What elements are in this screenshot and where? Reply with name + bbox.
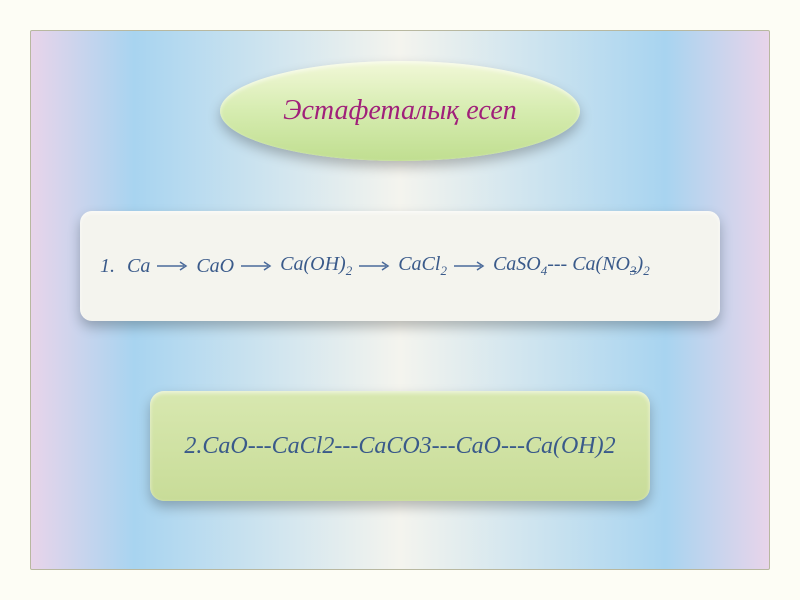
arrow-icon: [240, 260, 274, 272]
title-ellipse: Эстафеталық есеп: [220, 61, 580, 161]
arrow-icon: [156, 260, 190, 272]
formula-caoh2: Ca(OH)2: [280, 253, 352, 279]
formula-caso4-cano3: CaSO4--- Ca(NO3)2: [493, 253, 650, 279]
arrow-icon: [453, 260, 487, 272]
slide-frame: Эстафеталық есеп 1. Ca CaO Ca(OH)2 CaCl2…: [30, 30, 770, 570]
chain-box-1: 1. Ca CaO Ca(OH)2 CaCl2 CaSO4--- Ca(NO3)…: [80, 211, 720, 321]
chain-box-2: 2.CaO---CaCl2---CaCO3---CaO---Ca(OH)2: [150, 391, 650, 501]
chain-1: 1. Ca CaO Ca(OH)2 CaCl2 CaSO4--- Ca(NO3)…: [100, 253, 650, 279]
chain2-text: 2.CaO---CaCl2---CaCO3---CaO---Ca(OH)2: [184, 433, 615, 460]
chain1-number: 1.: [100, 255, 115, 278]
formula-ca: Ca: [127, 255, 150, 278]
formula-cacl2: CaCl2: [398, 253, 447, 279]
formula-cao: CaO: [196, 255, 234, 278]
title-text: Эстафеталық есеп: [283, 95, 517, 127]
arrow-icon: [358, 260, 392, 272]
